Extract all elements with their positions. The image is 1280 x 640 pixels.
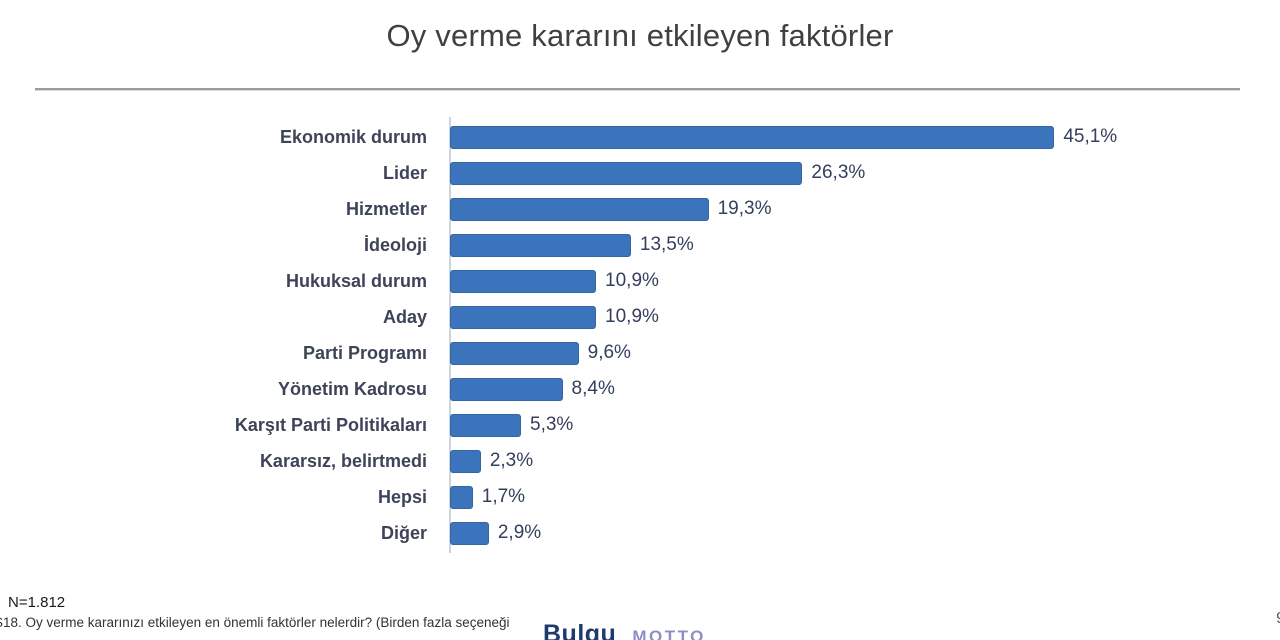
- bar-track: 10,9%: [450, 305, 1120, 329]
- bar-row: Diğer 2,9%: [155, 515, 1155, 551]
- sample-size-label: N=1.812: [8, 594, 66, 611]
- bar-value-label: 45,1%: [1063, 126, 1118, 147]
- bar-row: Hukuksal durum 10,9%: [155, 263, 1155, 299]
- bar-row: Parti Programı 9,6%: [155, 335, 1155, 371]
- bar-row: Kararsız, belirtmedi 2,3%: [155, 443, 1155, 479]
- y-axis-line: [449, 117, 451, 553]
- bar-value-label: 10,9%: [605, 306, 659, 327]
- bar: [450, 521, 489, 545]
- bar-value-label: 2,9%: [497, 522, 542, 543]
- bar-row: Lider 26,3%: [155, 155, 1155, 191]
- bar-value-label: 10,9%: [605, 270, 659, 291]
- bar-value-label: 5,3%: [530, 414, 574, 435]
- bar-rows: Ekonomik durum 45,1% Lider 26,3% Hizmetler 19…: [155, 119, 1155, 551]
- bar-value-label: 1,7%: [481, 486, 526, 507]
- bar: [450, 233, 631, 257]
- bar-value-label: 13,5%: [639, 234, 694, 255]
- bar-value-label: 2,3%: [489, 450, 534, 471]
- bar-row: Ekonomik durum 45,1%: [155, 119, 1155, 155]
- bar-value-label: 9,6%: [587, 342, 631, 363]
- category-label: Diğer: [380, 522, 427, 543]
- bar: [450, 485, 473, 509]
- bar-track: 13,5%: [450, 233, 1120, 257]
- category-label: Kararsız, belirtmedi: [259, 450, 427, 471]
- bar-track: 10,9%: [450, 269, 1120, 293]
- bar: [450, 377, 563, 401]
- brand-bulgu-logo: Bulgu: [543, 620, 617, 640]
- bar-track: 26,3%: [450, 161, 1120, 185]
- footer-logo: Bulgu MOTTO: [543, 620, 706, 640]
- title-divider: [35, 88, 1240, 91]
- brand-motto-logo: MOTTO: [632, 627, 706, 640]
- bar: [450, 125, 1055, 149]
- bar: [450, 269, 597, 293]
- bar-track: 8,4%: [450, 377, 1120, 401]
- bar-value-label: 8,4%: [571, 378, 615, 399]
- bar-row: Hepsi 1,7%: [155, 479, 1155, 515]
- bar: [450, 197, 709, 221]
- bar: [450, 413, 522, 437]
- bar-track: 2,9%: [450, 521, 1120, 545]
- category-label: Lider: [382, 162, 427, 183]
- bar: [450, 341, 579, 365]
- survey-question-text: S18. Oy verme kararınızı etkileyen en ön…: [0, 615, 510, 630]
- bar-chart: Ekonomik durum 45,1% Lider 26,3% Hizmetler 19…: [155, 117, 1155, 553]
- bar-track: 45,1%: [450, 125, 1120, 149]
- chart-title: Oy verme kararını etkileyen faktörler: [386, 18, 894, 53]
- bar: [450, 161, 803, 185]
- category-label: Hepsi: [377, 486, 427, 507]
- bar-track: 1,7%: [450, 485, 1120, 509]
- bar-row: İdeoloji 13,5%: [155, 227, 1155, 263]
- category-label: Parti Programı: [302, 342, 427, 363]
- category-label: Hukuksal durum: [285, 270, 427, 291]
- bar-track: 19,3%: [450, 197, 1120, 221]
- category-label: İdeoloji: [364, 234, 427, 255]
- bar-row: Aday 10,9%: [155, 299, 1155, 335]
- bar-row: Karşıt Parti Politikaları 5,3%: [155, 407, 1155, 443]
- category-label: Yönetim Kadrosu: [277, 378, 427, 399]
- page-number: 9: [1276, 610, 1280, 628]
- category-label: Aday: [382, 306, 427, 327]
- bar: [450, 305, 597, 329]
- bar-track: 9,6%: [450, 341, 1120, 365]
- bar-value-label: 26,3%: [811, 162, 866, 183]
- bar-track: 2,3%: [450, 449, 1120, 473]
- bar: [450, 449, 481, 473]
- bar-row: Yönetim Kadrosu 8,4%: [155, 371, 1155, 407]
- category-label: Karşıt Parti Politikaları: [234, 414, 427, 435]
- bar-track: 5,3%: [450, 413, 1120, 437]
- bar-row: Hizmetler 19,3%: [155, 191, 1155, 227]
- category-label: Hizmetler: [345, 198, 427, 219]
- bar-value-label: 19,3%: [717, 198, 772, 219]
- category-label: Ekonomik durum: [279, 126, 427, 147]
